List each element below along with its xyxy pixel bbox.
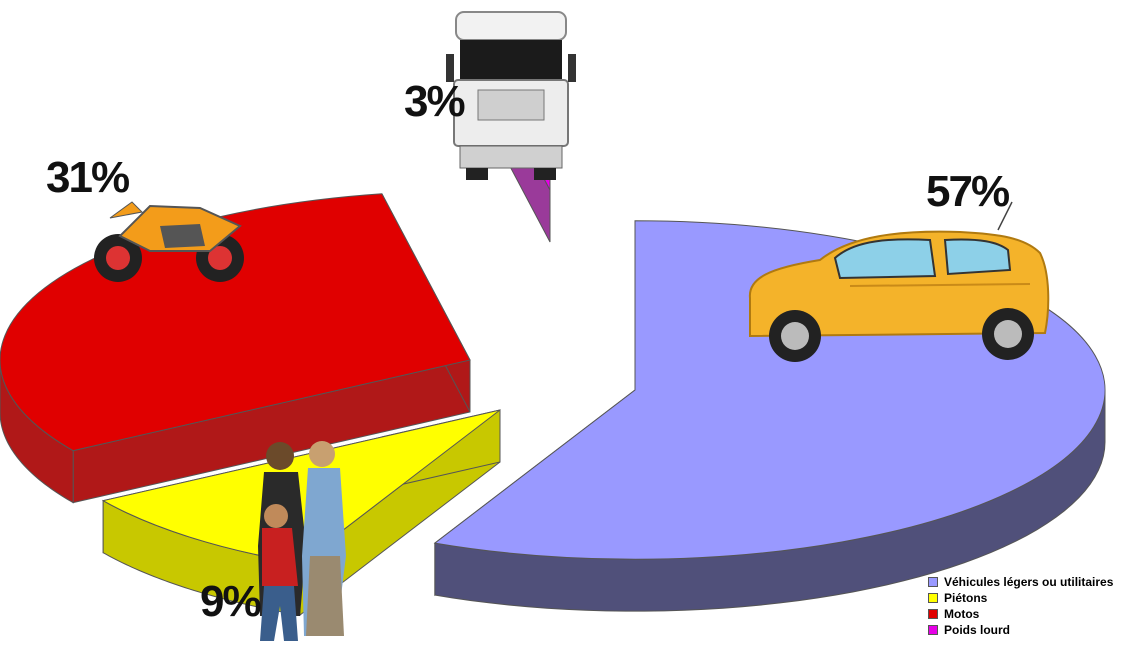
legend-item-motos: Motos (928, 606, 1113, 622)
data-label-motos: 31% (46, 153, 129, 202)
pie-slice-pietons (101, 408, 501, 617)
legend-label: Piétons (944, 591, 988, 605)
legend-swatch (928, 577, 938, 587)
truck-icon (446, 11, 576, 180)
legend-label: Véhicules légers ou utilitaires (944, 575, 1114, 589)
data-label-vehicules: 57% (926, 167, 1009, 216)
legend-swatch (928, 625, 938, 635)
motorcycle-icon (94, 201, 244, 282)
data-label-poids-lourd: 3% (404, 77, 464, 126)
legend-swatch (928, 593, 938, 603)
pedestrians-icon (258, 441, 346, 641)
legend-swatch (928, 609, 938, 619)
legend-label: Poids lourd (944, 623, 1010, 637)
labels-layer: 57% 9% 31% 3% (46, 77, 1011, 626)
car-icon (748, 201, 1050, 362)
legend-item-pietons: Piétons (928, 590, 1113, 606)
chart-legend: Véhicules légers ou utilitaires Piétons … (928, 574, 1113, 638)
legend-item-vehicules: Véhicules légers ou utilitaires (928, 574, 1113, 590)
data-label-pietons: 9% (200, 577, 260, 626)
legend-label: Motos (944, 607, 980, 621)
legend-item-poids-lourd: Poids lourd (928, 622, 1113, 638)
